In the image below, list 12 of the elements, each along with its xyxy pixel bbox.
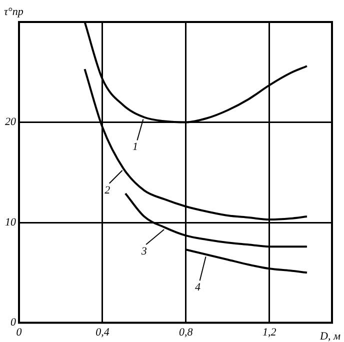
- legend-label: 4: [195, 282, 202, 294]
- y-axis-title: τ°пр: [4, 6, 24, 18]
- legend-label: 2: [104, 184, 111, 196]
- legend-label: 3: [140, 245, 148, 258]
- legend-label: 1: [132, 141, 138, 154]
- x-tick-label: 0,4: [96, 326, 110, 338]
- x-tick-label: 1,2: [262, 326, 277, 338]
- x-axis-title: D, м: [319, 330, 340, 342]
- y-tick-label: 20: [5, 116, 16, 128]
- y-tick-label: 0: [10, 316, 16, 329]
- x-tick-label: 0,8: [179, 326, 194, 338]
- y-tick-label: 10: [5, 216, 16, 228]
